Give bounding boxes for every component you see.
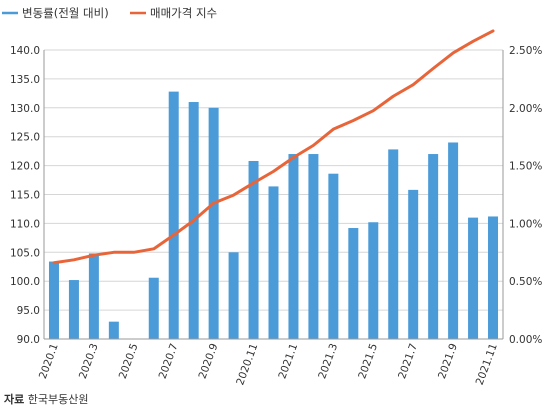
right-tick-label: 1.50%	[509, 161, 542, 173]
bar	[48, 261, 59, 339]
bar	[108, 321, 119, 339]
bar	[208, 107, 219, 339]
left-tick-label: 130.0	[10, 103, 40, 115]
x-tick-label: 2021.5	[356, 342, 380, 381]
x-tick-label: 2021.7	[396, 342, 420, 381]
legend-line-label: 매매가격 지수	[150, 6, 217, 20]
bar	[428, 154, 439, 339]
left-tick-label: 90.0	[17, 334, 40, 346]
x-tick-label: 2020.3	[77, 342, 101, 381]
bar	[408, 189, 419, 339]
legend-bar-label: 변동률(전월 대비)	[22, 6, 109, 20]
bar	[228, 252, 239, 339]
left-tick-label: 100.0	[10, 276, 40, 288]
bar	[388, 149, 399, 339]
left-tick-label: 110.0	[10, 218, 40, 230]
right-tick-label: 1.00%	[509, 218, 542, 230]
left-tick-label: 135.0	[10, 74, 40, 86]
line-series-path	[52, 29, 495, 265]
x-tick-label: 2021.9	[436, 342, 460, 381]
bar	[308, 154, 319, 339]
bar	[448, 142, 459, 339]
bar	[268, 186, 279, 339]
left-tick-label: 115.0	[10, 190, 40, 202]
x-tick-label: 2020.5	[117, 342, 141, 381]
right-tick-label: 2.50%	[509, 45, 542, 57]
left-tick-label: 95.0	[17, 305, 40, 317]
bar	[328, 173, 339, 339]
source-label: 자료	[4, 393, 25, 406]
bar	[348, 228, 359, 339]
legend: 변동률(전월 대비) 매매가격 지수	[2, 6, 217, 20]
left-tick-label: 120.0	[10, 161, 40, 173]
right-tick-label: 0.00%	[509, 334, 542, 346]
bar	[88, 253, 99, 339]
bar	[468, 217, 479, 339]
left-tick-label: 105.0	[10, 247, 40, 259]
right-tick-label: 0.50%	[509, 276, 542, 288]
x-tick-label: 2020.1	[37, 342, 61, 381]
x-tick-label: 2020.11	[234, 342, 260, 387]
left-axis-tick-labels: 90.0 95.0 100.0 105.0 110.0 115.0 120.0 125.0 13…	[10, 45, 40, 346]
bar	[148, 277, 159, 339]
bar	[488, 216, 499, 339]
x-tick-label: 2020.7	[157, 342, 181, 381]
source-note: 자료 한국부동산원	[4, 391, 88, 407]
axes	[43, 50, 504, 340]
bar	[368, 222, 379, 339]
x-tick-label: 2021.1	[276, 342, 300, 381]
left-tick-label: 125.0	[10, 132, 40, 144]
right-tick-label: 2.00%	[509, 103, 542, 115]
source-text: 한국부동산원	[27, 393, 89, 406]
x-tick-label: 2021.11	[474, 342, 500, 387]
bar-series	[48, 91, 499, 340]
bar	[168, 91, 179, 339]
line-series	[52, 29, 495, 265]
x-tick-label: 2021.3	[316, 342, 340, 381]
bar	[68, 280, 79, 339]
right-axis-tick-labels: 0.00% 0.50% 1.00% 1.50% 2.00% 2.50%	[509, 45, 542, 346]
x-tick-label: 2020.9	[197, 342, 221, 381]
x-axis-tick-labels: 2020.1 2020.3 2020.5 2020.7 2020.9 2020.11 202…	[37, 342, 500, 387]
bar	[248, 160, 259, 339]
left-tick-label: 140.0	[10, 45, 40, 57]
bar	[288, 154, 299, 339]
